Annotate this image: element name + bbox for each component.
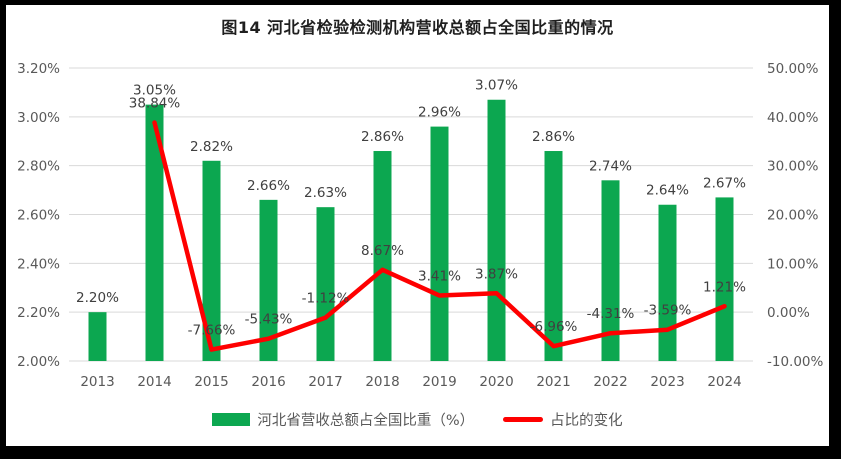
- line-label: 3.87%: [475, 266, 518, 282]
- line-label: -7.66%: [188, 323, 236, 339]
- legend-line-swatch: [503, 417, 544, 422]
- change-line: [152, 120, 727, 352]
- bar-label: 2.66%: [247, 178, 290, 194]
- right-axis-tick: 10.00%: [767, 256, 819, 272]
- bar-label: 2.86%: [532, 129, 575, 145]
- line-label: 8.67%: [361, 243, 404, 259]
- x-axis-label: 2020: [479, 374, 513, 390]
- x-axis-label: 2013: [80, 374, 114, 390]
- chart-legend: 河北省营收总额占全国比重（%） 占比的变化: [6, 409, 829, 430]
- bar-2017: [316, 207, 335, 361]
- line-label: -1.12%: [302, 291, 350, 307]
- left-axis-tick: 3.20%: [17, 61, 60, 77]
- left-axis-tick: 2.20%: [17, 305, 60, 321]
- bar-2018: [373, 151, 392, 361]
- bar-2020: [487, 99, 506, 361]
- bar-2015: [202, 160, 221, 361]
- legend-bar-label: 河北省营收总额占全国比重（%）: [257, 413, 475, 429]
- bar-label: 2.74%: [589, 158, 632, 174]
- bar-2019: [430, 126, 449, 361]
- right-axis-tick: 0.00%: [767, 305, 810, 321]
- left-axis-tick: 2.80%: [17, 159, 60, 175]
- x-axis-label: 2015: [194, 374, 228, 390]
- x-axis-label: 2016: [251, 374, 285, 390]
- x-axis-label: 2021: [536, 374, 570, 390]
- x-axis-label: 2023: [650, 374, 684, 390]
- chart-canvas: 图14 河北省检验检测机构营收总额占全国比重的情况 2.00% 2.20% 2.40…: [6, 5, 829, 446]
- line-label: -6.96%: [530, 319, 578, 335]
- line-label: -3.59%: [644, 303, 692, 319]
- bar-label: 2.67%: [703, 175, 746, 191]
- bar-2022: [601, 180, 620, 361]
- bar-label: 2.63%: [304, 185, 347, 201]
- bar-2016: [259, 199, 278, 361]
- line-label: 1.21%: [703, 279, 746, 295]
- right-axis-tick: -10.00%: [767, 354, 824, 370]
- line-label: 3.41%: [418, 269, 461, 285]
- right-axis-tick: 20.00%: [767, 208, 819, 224]
- left-axis-tick: 2.60%: [17, 208, 60, 224]
- right-axis-tick: 40.00%: [767, 110, 819, 126]
- left-axis-tick: 2.40%: [17, 256, 60, 272]
- left-axis-tick: 2.00%: [17, 354, 60, 370]
- bar-2013: [88, 312, 107, 361]
- legend-bar-swatch: [212, 413, 251, 426]
- line-label: -4.31%: [587, 306, 635, 322]
- line-label: 38.84%: [129, 95, 181, 111]
- x-axis-label: 2024: [707, 374, 741, 390]
- bar-2024: [715, 197, 734, 361]
- bar-label: 2.96%: [418, 105, 461, 121]
- chart-title: 图14 河北省检验检测机构营收总额占全国比重的情况: [221, 18, 614, 37]
- left-axis-tick: 3.00%: [17, 110, 60, 126]
- bar-2021: [544, 151, 563, 361]
- bar-label: 2.86%: [361, 129, 404, 145]
- plot-area: 2.00% 2.20% 2.40% 2.60% 2.80% 3.00% 3.20% -10.0…: [17, 61, 824, 390]
- x-axis-label: 2022: [593, 374, 627, 390]
- x-axis-label: 2014: [137, 374, 171, 390]
- line-label: -5.43%: [245, 312, 293, 328]
- bar-label: 3.05%: [133, 83, 176, 99]
- bar-label: 3.07%: [475, 78, 518, 94]
- x-axis-label: 2017: [308, 374, 342, 390]
- bar-label: 2.82%: [190, 139, 233, 155]
- legend-line-label: 占比的变化: [550, 413, 623, 429]
- bar-label: 2.20%: [76, 290, 119, 306]
- bar-label: 2.64%: [646, 183, 689, 199]
- right-axis-tick: 50.00%: [767, 61, 819, 77]
- x-axis-label: 2018: [365, 374, 399, 390]
- bar-2014: [145, 104, 164, 361]
- right-axis-tick: 30.00%: [767, 159, 819, 175]
- x-axis-label: 2019: [422, 374, 456, 390]
- bar-2023: [658, 204, 677, 361]
